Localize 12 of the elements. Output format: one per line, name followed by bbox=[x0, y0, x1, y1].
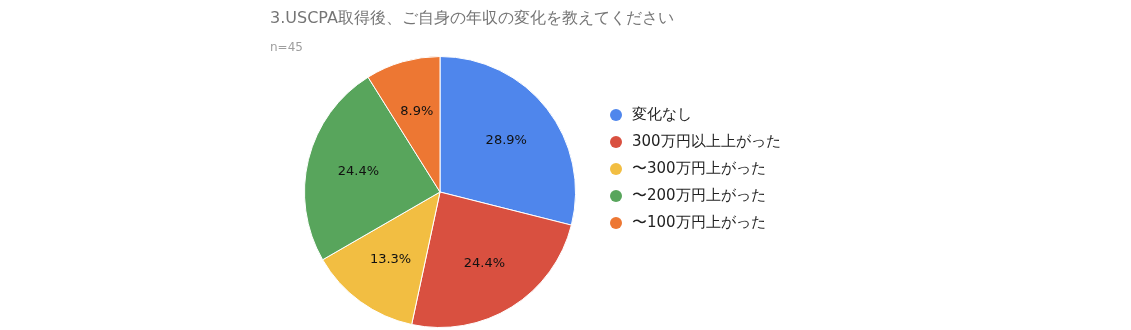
data-label: 24.4% bbox=[337, 163, 380, 179]
legend-label: 変化なし bbox=[632, 105, 692, 124]
data-label: 8.9% bbox=[400, 102, 434, 118]
chart-title: 3.USCPA取得後、ご自身の年収の変化を教えてください bbox=[270, 8, 674, 29]
data-label: 24.4% bbox=[463, 254, 506, 270]
legend-label: 〜300万円上がった bbox=[632, 159, 766, 178]
chart-subtitle: n=45 bbox=[270, 40, 303, 54]
legend-label: 300万円以上上がった bbox=[632, 132, 781, 151]
legend-label: 〜200万円上がった bbox=[632, 186, 766, 205]
legend-label: 〜100万円上がった bbox=[632, 213, 766, 232]
data-label: 28.9% bbox=[485, 131, 527, 147]
data-label: 13.3% bbox=[369, 251, 412, 267]
